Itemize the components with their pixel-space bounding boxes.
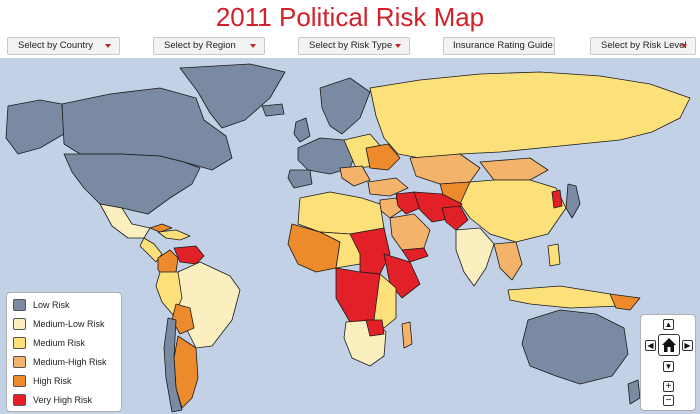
select-country-label: Select by Country bbox=[18, 40, 93, 51]
region-philippines bbox=[547, 243, 561, 267]
legend-label: High Risk bbox=[33, 376, 72, 386]
region-southeast-asia bbox=[493, 241, 523, 281]
home-icon[interactable] bbox=[658, 334, 680, 356]
region-china bbox=[459, 179, 567, 243]
select-risk-type-label: Select by Risk Type bbox=[309, 40, 393, 51]
region-ukraine bbox=[365, 143, 401, 171]
legend-item-high-risk[interactable]: High Risk bbox=[7, 372, 121, 391]
region-greenland bbox=[179, 63, 286, 129]
legend-label: Medium-High Risk bbox=[33, 357, 107, 367]
legend-swatch bbox=[13, 394, 26, 406]
legend-item-medium-low-risk[interactable]: Medium-Low Risk bbox=[7, 315, 121, 334]
region-indonesia bbox=[507, 285, 621, 309]
region-japan bbox=[565, 183, 581, 219]
region-scandinavia bbox=[319, 77, 371, 135]
pan-right-icon[interactable]: ▶ bbox=[682, 340, 693, 351]
chevron-down-icon bbox=[105, 44, 111, 48]
region-east-africa bbox=[373, 273, 397, 329]
map-navigation-control: ▲ ◀ ▶ ▼ + − bbox=[640, 314, 696, 411]
legend-label: Medium Risk bbox=[33, 338, 86, 348]
region-png bbox=[609, 293, 641, 311]
pan-left-icon[interactable]: ◀ bbox=[645, 340, 656, 351]
region-korea bbox=[551, 189, 563, 209]
legend-item-low-risk[interactable]: Low Risk bbox=[7, 296, 121, 315]
region-mexico bbox=[99, 203, 151, 239]
region-india bbox=[455, 227, 495, 287]
region-brazil bbox=[175, 261, 241, 349]
select-region-label: Select by Region bbox=[164, 40, 236, 51]
legend-swatch bbox=[13, 356, 26, 368]
world-map-graphic bbox=[5, 63, 691, 413]
region-turkey bbox=[367, 177, 409, 197]
region-australia bbox=[521, 309, 629, 385]
region-chile bbox=[163, 317, 183, 413]
region-madagascar bbox=[401, 321, 413, 349]
legend-item-very-high-risk[interactable]: Very High Risk bbox=[7, 391, 121, 410]
zoom-out-icon[interactable]: − bbox=[663, 395, 674, 406]
region-zimbabwe bbox=[365, 319, 385, 337]
toolbar: Select by Country Select by Region Selec… bbox=[0, 35, 700, 57]
legend-swatch bbox=[13, 299, 26, 311]
chevron-down-icon bbox=[250, 44, 256, 48]
select-risk-type-dropdown[interactable]: Select by Risk Type bbox=[298, 37, 410, 55]
region-saudi-arabia bbox=[389, 213, 431, 251]
chevron-down-icon bbox=[681, 44, 687, 48]
region-iceland bbox=[261, 103, 285, 117]
region-kazakhstan bbox=[409, 153, 481, 185]
legend-label: Medium-Low Risk bbox=[33, 319, 105, 329]
select-country-dropdown[interactable]: Select by Country bbox=[7, 37, 120, 55]
risk-legend: Low Risk Medium-Low Risk Medium Risk Med… bbox=[6, 292, 122, 412]
region-iberia bbox=[287, 169, 313, 189]
legend-swatch bbox=[13, 375, 26, 387]
region-cuba bbox=[149, 223, 173, 233]
region-mongolia bbox=[479, 157, 549, 181]
region-bolivia bbox=[171, 303, 195, 335]
region-alaska bbox=[5, 99, 65, 155]
page-title: 2011 Political Risk Map bbox=[215, 2, 485, 32]
select-risk-level-dropdown[interactable]: Select by Risk Level bbox=[590, 37, 696, 55]
region-balkans bbox=[339, 165, 371, 187]
region-usa bbox=[63, 153, 201, 215]
region-central-america bbox=[139, 237, 163, 263]
select-region-dropdown[interactable]: Select by Region bbox=[153, 37, 265, 55]
region-iraq-syria bbox=[395, 191, 421, 215]
region-venezuela bbox=[173, 245, 205, 265]
region-new-zealand bbox=[627, 379, 641, 405]
region-russia bbox=[369, 71, 691, 159]
legend-item-medium-high-risk[interactable]: Medium-High Risk bbox=[7, 353, 121, 372]
zoom-in-icon[interactable]: + bbox=[663, 381, 674, 392]
insurance-rating-guide-button[interactable]: Insurance Rating Guide bbox=[443, 37, 555, 55]
legend-swatch bbox=[13, 318, 26, 330]
legend-swatch bbox=[13, 337, 26, 349]
insurance-rating-guide-label: Insurance Rating Guide bbox=[453, 40, 553, 51]
region-uk bbox=[293, 117, 311, 143]
legend-label: Low Risk bbox=[33, 300, 70, 310]
region-yemen bbox=[401, 247, 429, 263]
pan-down-icon[interactable]: ▼ bbox=[663, 361, 674, 372]
pan-up-icon[interactable]: ▲ bbox=[663, 319, 674, 330]
legend-label: Very High Risk bbox=[33, 395, 93, 405]
region-north-africa bbox=[297, 191, 385, 235]
region-caribbean bbox=[157, 229, 191, 241]
chevron-down-icon bbox=[395, 44, 401, 48]
region-pakistan bbox=[441, 205, 469, 231]
legend-item-medium-risk[interactable]: Medium Risk bbox=[7, 334, 121, 353]
select-risk-level-label: Select by Risk Level bbox=[601, 40, 687, 51]
